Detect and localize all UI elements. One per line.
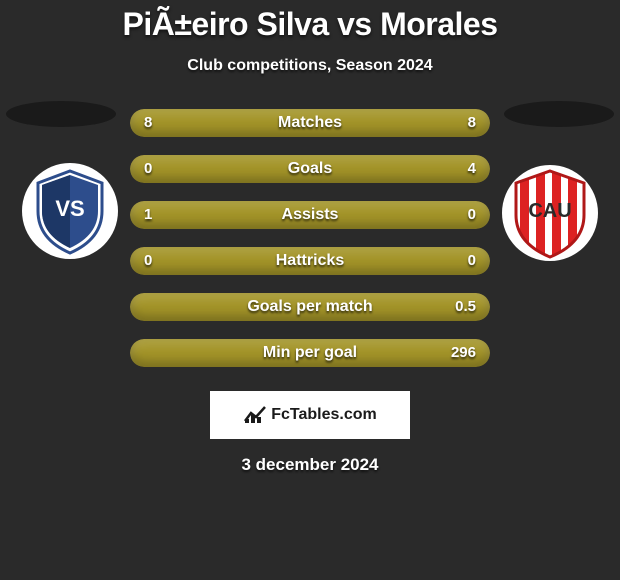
page-title: PiÃ±eiro Silva vs Morales xyxy=(0,6,620,43)
chart-icon xyxy=(243,405,267,425)
stats-bars: Matches88Goals04Assists10Hattricks00Goal… xyxy=(130,109,490,367)
team-crest-left: VS xyxy=(20,161,120,261)
shield-stripes-icon: CAU xyxy=(500,163,600,263)
header: PiÃ±eiro Silva vs Morales Club competiti… xyxy=(0,0,620,75)
stat-row: Hattricks0 0 xyxy=(130,247,490,275)
stat-row: Matches8 8 xyxy=(130,109,490,137)
stat-value-left: 1 xyxy=(144,201,152,229)
shield-icon: VS xyxy=(20,161,120,261)
stat-value-left: 8 xyxy=(144,109,152,137)
stat-row: Assists1 0 xyxy=(130,201,490,229)
stat-value-right: 296 xyxy=(451,339,476,367)
stat-label: Goals xyxy=(130,155,490,183)
stat-row: Min per goal296 xyxy=(130,339,490,367)
svg-text:CAU: CAU xyxy=(528,200,571,222)
stat-row: Goals per match0.5 xyxy=(130,293,490,321)
svg-text:VS: VS xyxy=(55,196,84,221)
stat-value-right: 0 xyxy=(468,247,476,275)
stat-label: Hattricks xyxy=(130,247,490,275)
stat-value-right: 4 xyxy=(468,155,476,183)
footer-date: 3 december 2024 xyxy=(0,455,620,475)
stat-value-right: 0.5 xyxy=(455,293,476,321)
shadow-ellipse-left xyxy=(6,101,116,127)
page-subtitle: Club competitions, Season 2024 xyxy=(0,57,620,75)
stat-value-right: 8 xyxy=(468,109,476,137)
brand-box: FcTables.com xyxy=(210,391,410,439)
stat-value-left: 0 xyxy=(144,155,152,183)
stat-value-left: 0 xyxy=(144,247,152,275)
stat-row: Goals0 4 xyxy=(130,155,490,183)
brand-text: FcTables.com xyxy=(271,406,377,424)
shadow-ellipse-right xyxy=(504,101,614,127)
stat-label: Matches xyxy=(130,109,490,137)
stat-label: Goals per match xyxy=(130,293,490,321)
stat-value-right: 0 xyxy=(468,201,476,229)
stat-label: Assists xyxy=(130,201,490,229)
team-crest-right: CAU xyxy=(500,163,600,263)
comparison-area: VS CAU Matches88Goals04Assists10Hattrick… xyxy=(0,109,620,367)
stat-label: Min per goal xyxy=(130,339,490,367)
